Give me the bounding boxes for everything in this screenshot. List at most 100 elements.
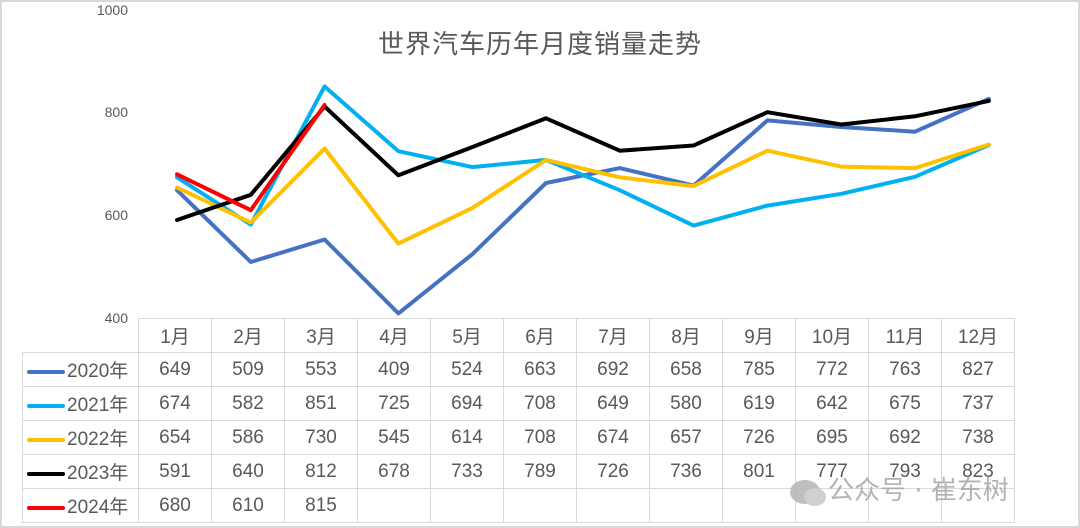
value-cell: 674 <box>576 420 650 455</box>
month-header: 4月 <box>357 318 431 353</box>
value-cell: 553 <box>284 352 358 387</box>
legend-swatch-icon <box>27 471 65 476</box>
legend-swatch-icon <box>27 403 65 408</box>
value-cell: 695 <box>795 420 869 455</box>
value-cell: 692 <box>576 352 650 387</box>
y-tick-600: 600 <box>104 207 128 223</box>
value-cell: 675 <box>868 386 942 421</box>
legend-swatch-icon <box>27 437 65 442</box>
series-line-2024年 <box>175 103 327 213</box>
value-cell: 610 <box>211 488 285 523</box>
value-cell: 640 <box>211 454 285 489</box>
value-cell: 649 <box>576 386 650 421</box>
value-cell: 591 <box>138 454 212 489</box>
value-cell: 657 <box>649 420 723 455</box>
data-table: 1月 2月 3月 4月 5月 6月 7月 8月 9月 10月 11月 12月 2020年 649 509 55… <box>22 318 1015 523</box>
value-cell: 772 <box>795 352 869 387</box>
watermark-text: 公众号 · 崔东树 <box>828 476 1009 506</box>
wechat-icon <box>790 479 826 506</box>
table-row: 2024年 680 610 815 <box>22 488 1015 523</box>
table-row: 2020年 649 509 553 409 524 663 692 658 785 772 763 82… <box>22 352 1015 387</box>
value-cell: 674 <box>138 386 212 421</box>
legend-label: 2023年 <box>67 463 129 484</box>
month-header: 5月 <box>430 318 504 353</box>
table-row: 2022年 654 586 730 545 614 708 674 657 726 695 692 73… <box>22 420 1015 455</box>
month-header: 9月 <box>722 318 796 353</box>
value-cell: 726 <box>576 454 650 489</box>
month-header: 8月 <box>649 318 723 353</box>
value-cell: 827 <box>941 352 1015 387</box>
month-header: 7月 <box>576 318 650 353</box>
month-header: 3月 <box>284 318 358 353</box>
series-line-2021年 <box>175 84 991 228</box>
legend-swatch-icon <box>27 505 65 510</box>
value-cell: 708 <box>503 420 577 455</box>
value-cell <box>722 488 796 523</box>
month-header: 6月 <box>503 318 577 353</box>
legend-cell: 2023年 <box>22 454 139 489</box>
value-cell <box>503 488 577 523</box>
value-cell: 680 <box>138 488 212 523</box>
y-tick-1000: 1000 <box>96 2 128 18</box>
value-cell <box>576 488 650 523</box>
legend-label: 2022年 <box>67 429 129 450</box>
value-cell: 692 <box>868 420 942 455</box>
value-cell <box>868 488 942 523</box>
value-cell: 658 <box>649 352 723 387</box>
value-cell: 815 <box>284 488 358 523</box>
table-corner <box>22 318 139 353</box>
legend-cell: 2021年 <box>22 386 139 421</box>
value-cell: 763 <box>868 352 942 387</box>
legend-label: 2024年 <box>67 497 129 518</box>
value-cell: 678 <box>357 454 431 489</box>
value-cell: 801 <box>722 454 796 489</box>
value-cell: 642 <box>795 386 869 421</box>
month-header: 12月 <box>941 318 1015 353</box>
value-cell: 654 <box>138 420 212 455</box>
legend-label: 2021年 <box>67 395 129 416</box>
value-cell: 812 <box>284 454 358 489</box>
legend-label: 2020年 <box>67 361 129 382</box>
legend-cell: 2020年 <box>22 352 139 387</box>
value-cell: 663 <box>503 352 577 387</box>
value-cell: 730 <box>284 420 358 455</box>
value-cell: 545 <box>357 420 431 455</box>
value-cell: 737 <box>941 386 1015 421</box>
series-line-2022年 <box>175 142 991 246</box>
value-cell: 509 <box>211 352 285 387</box>
value-cell: 580 <box>649 386 723 421</box>
value-cell: 733 <box>430 454 504 489</box>
month-header: 2月 <box>211 318 285 353</box>
legend-cell: 2024年 <box>22 488 139 523</box>
value-cell: 789 <box>503 454 577 489</box>
series-line-2023年 <box>175 98 991 222</box>
table-row: 2021年 674 582 851 725 694 708 649 580 619 642 675 73… <box>22 386 1015 421</box>
value-cell: 793 <box>868 454 942 489</box>
value-cell: 738 <box>941 420 1015 455</box>
month-header: 10月 <box>795 318 869 353</box>
y-tick-800: 800 <box>104 104 128 120</box>
value-cell <box>430 488 504 523</box>
value-cell: 619 <box>722 386 796 421</box>
value-cell: 726 <box>722 420 796 455</box>
value-cell: 823 <box>941 454 1015 489</box>
legend-cell: 2022年 <box>22 420 139 455</box>
table-row: 2023年 591 640 812 678 733 789 726 736 801 777 793 82… <box>22 454 1015 489</box>
value-cell: 851 <box>284 386 358 421</box>
value-cell: 586 <box>211 420 285 455</box>
value-cell <box>649 488 723 523</box>
value-cell: 725 <box>357 386 431 421</box>
month-header: 11月 <box>868 318 942 353</box>
month-header: 1月 <box>138 318 212 353</box>
value-cell <box>357 488 431 523</box>
value-cell <box>941 488 1015 523</box>
value-cell: 736 <box>649 454 723 489</box>
value-cell: 614 <box>430 420 504 455</box>
value-cell: 524 <box>430 352 504 387</box>
chart-title: 世界汽车历年月度销量走势 <box>377 30 702 60</box>
watermark: 公众号 · 崔东树 <box>790 470 1009 507</box>
value-cell: 785 <box>722 352 796 387</box>
legend-swatch-icon <box>27 369 65 374</box>
